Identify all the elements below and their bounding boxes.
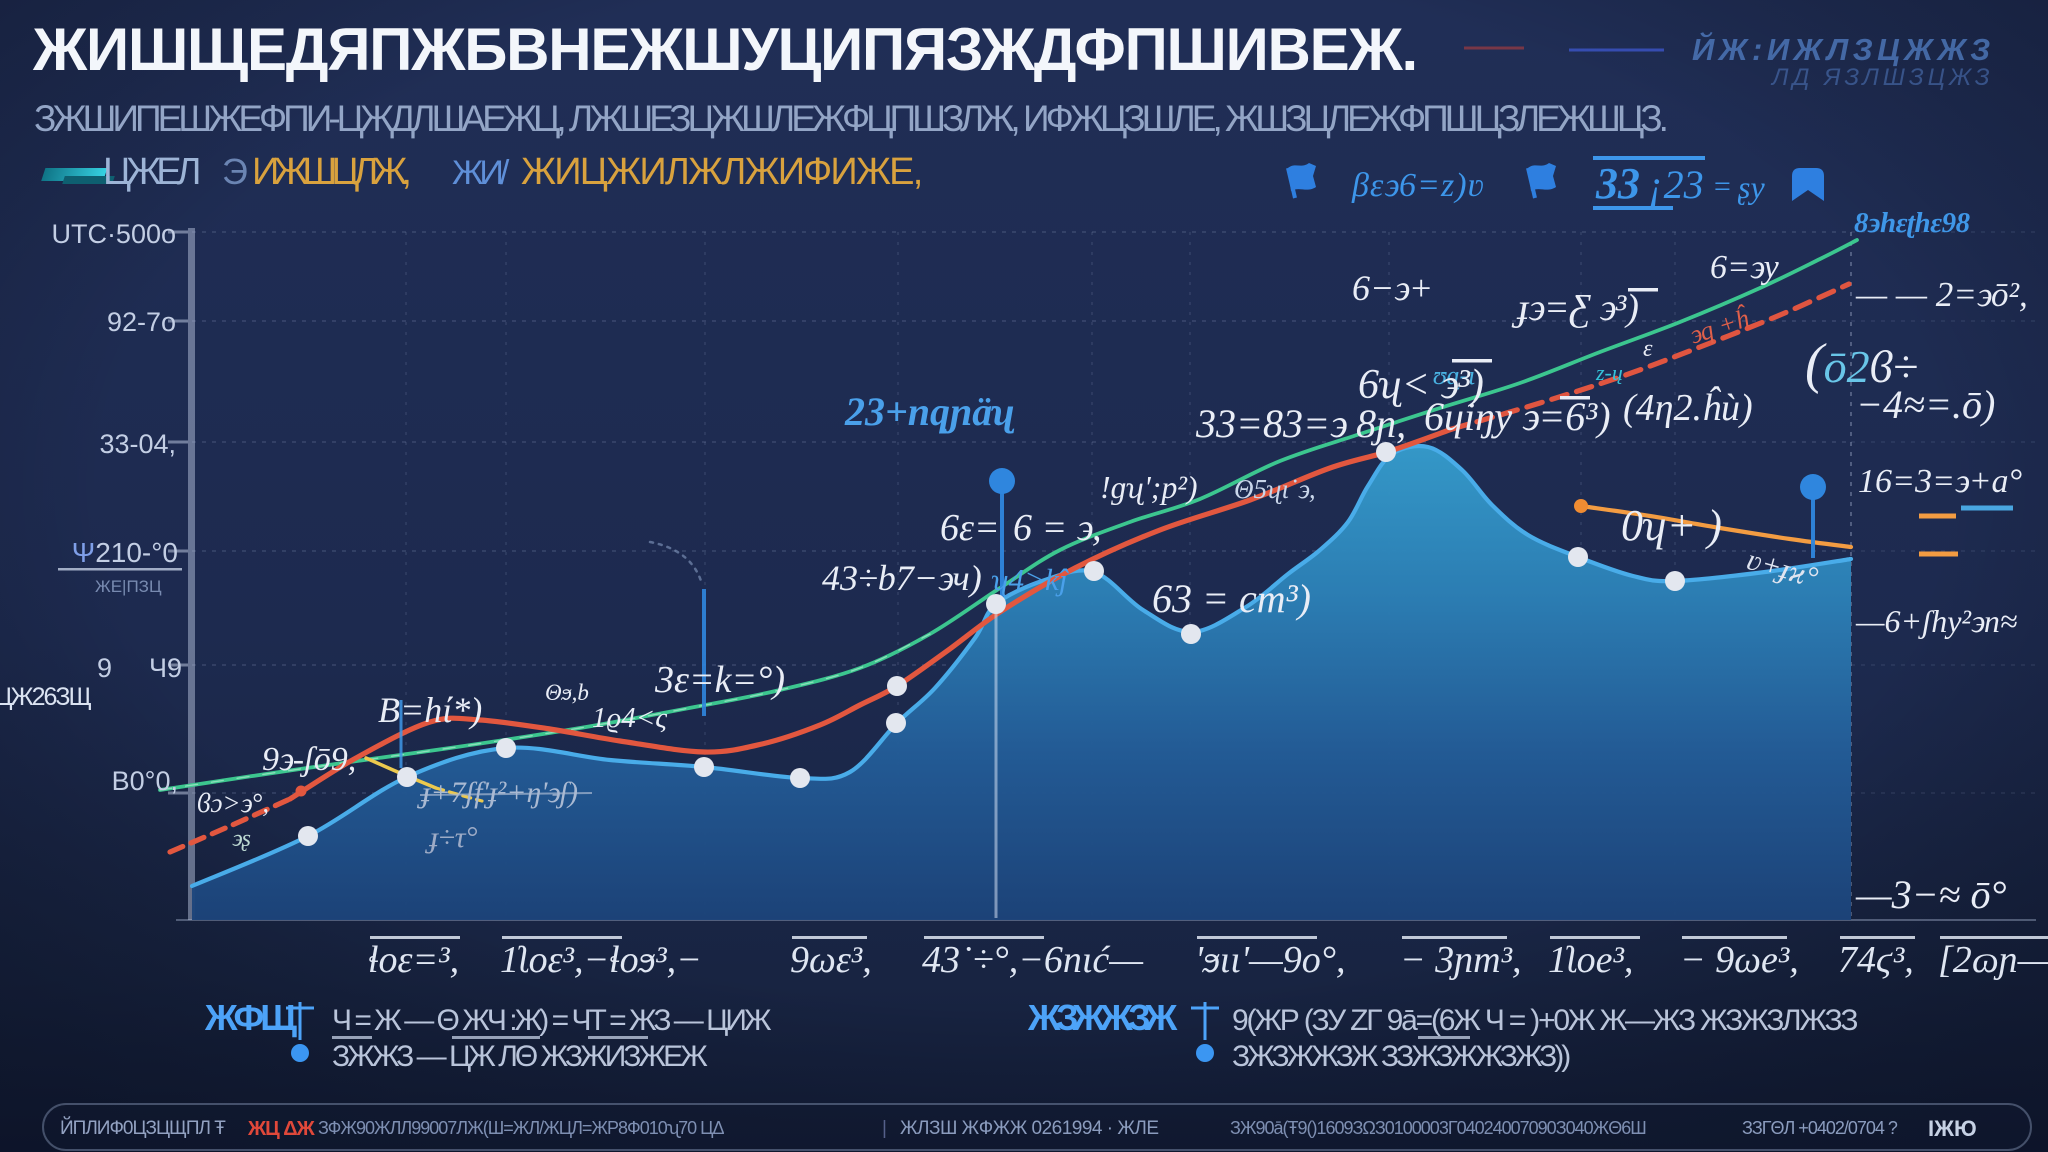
svg-text:ЖЕ|ПЗЦ: ЖЕ|ПЗЦ: [95, 577, 162, 596]
svg-text:6ε=: 6ε=: [940, 507, 1000, 549]
svg-text:ЗЖ90ā(Ŧ9()1609ЗΩЗ0100003Г04024: ЗЖ90ā(Ŧ9()1609ЗΩЗ0100003Г04024007090З040…: [1230, 1118, 1646, 1138]
svg-text:63 = cm³): 63 = cm³): [1152, 576, 1311, 621]
svg-text:ϐɔ>϶°,: ϐɔ>϶°,: [197, 788, 269, 818]
svg-text:ʯ4>kĵ: ʯ4>kĵ: [991, 562, 1070, 597]
svg-text:6ɥiŋy ϶=6³): 6ɥiŋy ϶=6³): [1424, 394, 1611, 439]
svg-text:33: 33: [1595, 159, 1640, 208]
svg-text:Θϧ,b: Θϧ,b: [545, 680, 589, 705]
svg-text:϶ʂ: ϶ʂ: [232, 826, 251, 852]
svg-text:— — 2=϶ō²,: — — 2=϶ō²,: [1855, 275, 2028, 314]
svg-text:− 3ɲm³,: − 3ɲm³,: [1400, 939, 1521, 981]
svg-text:ЖЛЗШ ЖФЖЖ 0261994 · ЖЛЕ: ЖЛЗШ ЖФЖЖ 0261994 · ЖЛЕ: [900, 1118, 1159, 1139]
svg-text:1ϱ4<ς: 1ϱ4<ς: [592, 702, 667, 734]
svg-text:ʂy: ʂy: [1737, 169, 1765, 205]
svg-text:74ϛ³,: 74ϛ³,: [1838, 939, 1914, 981]
svg-text:ЗЖЖЗ — ЦЖ ЛΘ ЖЗЖИЗЖЕЖ: ЗЖЖЗ — ЦЖ ЛΘ ЖЗЖИЗЖЕЖ: [332, 1040, 708, 1073]
svg-text:βε϶6=z)ʋ: βε϶6=z)ʋ: [1351, 167, 1485, 204]
svg-text:ЙПЛИФ0ЦЗЦЩПЛ Ŧ: ЙПЛИФ0ЦЗЦЩПЛ Ŧ: [60, 1117, 226, 1139]
svg-text:43÷b7−϶ч): 43÷b7−϶ч): [822, 558, 982, 598]
svg-text:1ʅoε³,−ɬoϧ³,−: 1ʅoε³,−ɬoϧ³,−: [500, 939, 702, 981]
svg-text:z-ų: z-ų: [1595, 360, 1623, 385]
svg-text:ЖИ/: ЖИ/: [452, 154, 510, 192]
svg-text:ɬoε=³,: ɬoε=³,: [368, 939, 459, 981]
svg-text:−4≈=.ō): −4≈=.ō): [1856, 382, 1995, 427]
svg-text:− 9ωe³,: − 9ωe³,: [1680, 939, 1799, 981]
svg-text:6=϶y: 6=϶y: [1710, 249, 1780, 286]
svg-text:23+nqɲäʯ: 23+nqɲäʯ: [844, 389, 1015, 434]
svg-text:Ψ210-°0: Ψ210-°0: [72, 537, 178, 568]
svg-text:ЗФЖ90ЖЛЛ99007ЛЖ(Ш=ЖЛ/ЖЦЛ=ЖР8Ф0: ЗФЖ90ЖЛЛ99007ЛЖ(Ш=ЖЛ/ЖЦЛ=ЖР8Ф010ʯ70 ЦΔ: [318, 1118, 724, 1138]
svg-text:ЦЖЕЛ: ЦЖЕЛ: [103, 151, 199, 193]
svg-text:'ϧιɩ'—9o°,: 'ϧιɩ'—9o°,: [1195, 939, 1345, 981]
svg-text:92-7o: 92-7o: [107, 307, 176, 337]
svg-text:1ʅoe³,: 1ʅoe³,: [1548, 939, 1633, 981]
svg-text:(4η2.ĥù): (4η2.ĥù): [1623, 386, 1753, 429]
svg-text:6ʯ< ϶³): 6ʯ< ϶³): [1358, 362, 1484, 408]
svg-text:9϶-ʃō9,: 9϶-ʃō9,: [262, 741, 356, 778]
svg-text:Ч9: Ч9: [149, 653, 182, 683]
svg-text:[2ɷɲ—9o°,: [2ɷɲ—9o°,: [1938, 939, 2048, 981]
svg-text:!ɡʯ';p²): !ɡʯ';p²): [1100, 469, 1198, 505]
svg-text:ЖЦ ΔЖ: ЖЦ ΔЖ: [247, 1118, 316, 1140]
svg-text:ЗЗГΘЛ +0402/0704 ?: ЗЗГΘЛ +0402/0704 ?: [1742, 1118, 1898, 1138]
svg-text:ЗЖШИПЕШЖЕФПИ-ЦЖДЛШАЕЖЦ, ЛЖШЕЗЦ: ЗЖШИПЕШЖЕФПИ-ЦЖДЛШАЕЖЦ, ЛЖШЕЗЦЖШЛЕЖФЦПШЗ…: [34, 98, 1666, 139]
svg-text:8϶hεʈhε98: 8϶hεʈhε98: [1854, 207, 1971, 239]
svg-text:(ō2ϐ÷: (ō2ϐ÷: [1805, 333, 1918, 395]
svg-text:ИЖШЦЛЖ,: ИЖШЦЛЖ,: [252, 151, 409, 193]
svg-text:—3−≈ ō°: —3−≈ ō°: [1855, 872, 2007, 917]
svg-text:ЦЖ26ЗЩ: ЦЖ26ЗЩ: [0, 683, 91, 711]
svg-text:ЖИШЩЕДЯПЖБВНЕЖШУЦИПЯЗЖДФПШИВЕЖ: ЖИШЩЕДЯПЖБВНЕЖШУЦИПЯЗЖДФПШИВЕЖ.: [32, 16, 1417, 83]
svg-text:ʊɋ-ι: ʊɋ-ι: [1433, 361, 1475, 390]
svg-text:33=83=϶ 8ɲ,: 33=83=϶ 8ɲ,: [1195, 401, 1406, 446]
svg-text:¡23: ¡23: [1648, 162, 1704, 207]
svg-text:ЖИЦЖИЛЖЛЖИФИЖЕ,: ЖИЦЖИЛЖЛЖИФИЖЕ,: [521, 151, 921, 193]
svg-text:Ч = Ж — Θ ЖЧ :Ж) = ЧТ = ЖЗ — Ц: Ч = Ж — Θ ЖЧ :Ж) = ЧТ = ЖЗ — ЦИЖ: [332, 1004, 772, 1037]
svg-text:ЛД ЯЗЛШЗЦЖЗ: ЛД ЯЗЛШЗЦЖЗ: [1770, 64, 1994, 91]
svg-text:=: =: [1712, 170, 1732, 203]
svg-text:B0°0,: B0°0,: [112, 766, 178, 796]
svg-text:B=hί*): B=hί*): [378, 690, 482, 730]
svg-text:9ωε³,: 9ωε³,: [790, 939, 872, 981]
svg-text:16=3=϶+a°: 16=3=϶+a°: [1858, 463, 2023, 500]
svg-text:ɟ϶=Ƹ ϶³): ɟ϶=Ƹ ϶³): [1511, 287, 1639, 329]
svg-text:6−϶+: 6−϶+: [1352, 268, 1433, 308]
svg-text:ЖЗЖЖЗЖ: ЖЗЖЖЗЖ: [1027, 997, 1178, 1038]
svg-text:ЗЖЗЖЖЗЖ ЗЗЖЗЖЖЗЖЗ)): ЗЖЗЖЖЗЖ ЗЗЖЗЖЖЗЖЗ)): [1232, 1040, 1570, 1073]
svg-text:Θ5ʯɩ˙϶,: Θ5ʯɩ˙϶,: [1234, 474, 1316, 504]
svg-text:ЖФЩ: ЖФЩ: [204, 997, 297, 1038]
svg-text:ɟ÷τ°: ɟ÷τ°: [424, 821, 478, 854]
svg-text:ε: ε: [1643, 336, 1653, 362]
svg-text:0ʮ+ ): 0ʮ+ ): [1621, 501, 1722, 550]
svg-text:Э: Э: [222, 151, 248, 192]
svg-text:3ε=k=°): 3ε=k=°): [654, 659, 785, 701]
svg-text:9: 9: [97, 653, 112, 683]
svg-text:33-04,: 33-04,: [99, 429, 176, 459]
svg-text:ΙЖЮ: ΙЖЮ: [1928, 1116, 1977, 1141]
svg-text:43˙÷°,−6nιć—: 43˙÷°,−6nιć—: [922, 939, 1143, 981]
svg-text:9(ЖР (ЗУ ΖΓ 9ā=(6Ж Ч = )+0Ж Ж—: 9(ЖР (ЗУ ΖΓ 9ā=(6Ж Ч = )+0Ж Ж—ЖЗ ЖЗЖЗЛЖЗ…: [1232, 1004, 1857, 1037]
svg-text:—6+ʃhy²϶n≈: —6+ʃhy²϶n≈: [1855, 603, 2017, 639]
svg-text:ЙЖ:ИЖЛЗЦЖЖЗ: ЙЖ:ИЖЛЗЦЖЖЗ: [1692, 31, 1995, 67]
svg-text:|: |: [882, 1118, 887, 1139]
svg-text:6 = ϶,: 6 = ϶,: [1013, 507, 1101, 549]
svg-text:UTC·500o: UTC·500o: [51, 219, 176, 249]
